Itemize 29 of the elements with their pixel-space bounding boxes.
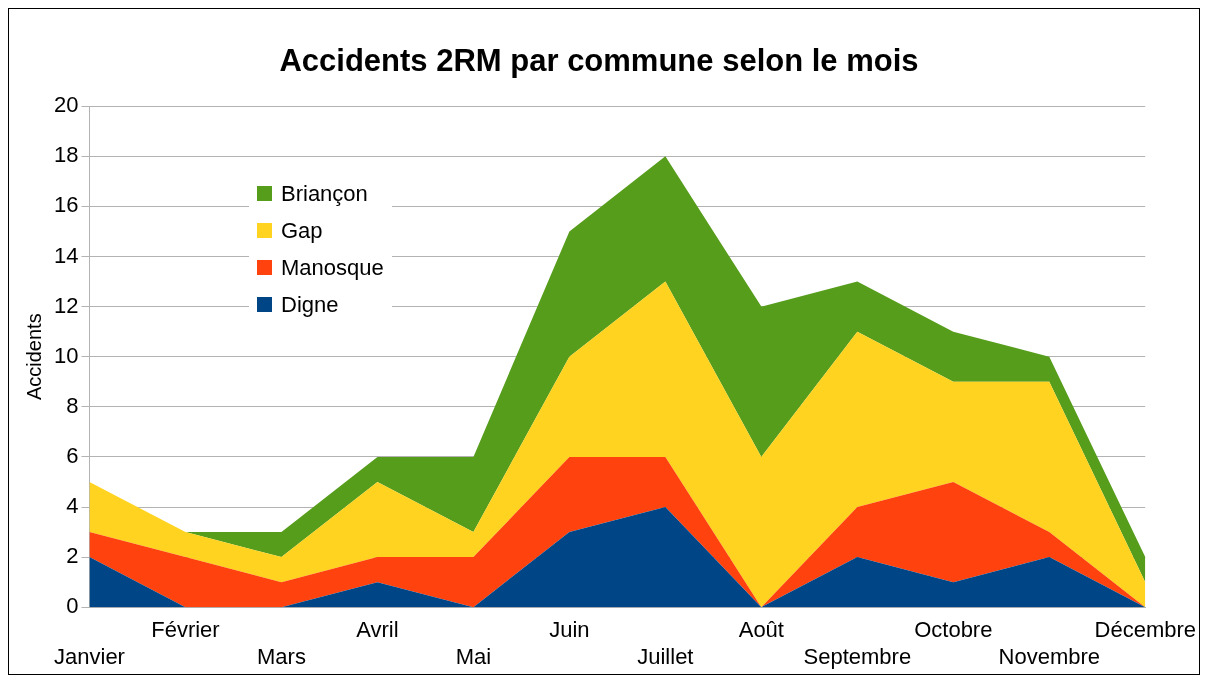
y-tick-label: 2 xyxy=(66,543,79,569)
legend-label: Digne xyxy=(281,291,339,318)
x-tick-label: Avril xyxy=(356,617,399,643)
y-axis-title: Accidents xyxy=(22,313,45,401)
x-tick-label: Octobre xyxy=(914,617,993,643)
y-tick-label: 12 xyxy=(53,292,79,318)
y-tick-label: 14 xyxy=(53,242,79,268)
y-tick-label: 10 xyxy=(53,342,79,368)
x-tick-label: Septembre xyxy=(803,643,912,669)
x-tick-label: Mai xyxy=(455,643,492,669)
x-tick-label: Juin xyxy=(549,617,590,643)
y-tick-label: 4 xyxy=(66,493,79,519)
y-tick-label: 20 xyxy=(53,92,79,118)
y-tick-label: 18 xyxy=(53,142,79,168)
x-tick-label: Janvier xyxy=(54,643,125,669)
legend-label: Gap xyxy=(281,217,323,244)
y-tick-label: 6 xyxy=(66,442,79,468)
chart-title: Accidents 2RM par commune selon le mois xyxy=(279,43,919,79)
y-tick-label: 8 xyxy=(66,392,79,418)
x-tick-label: Mars xyxy=(256,643,306,669)
x-tick-label: Novembre xyxy=(998,643,1101,669)
legend-label: Manosque xyxy=(281,254,384,281)
x-tick-label: Février xyxy=(151,617,220,643)
x-tick-label: Août xyxy=(738,617,784,643)
legend-label: Briançon xyxy=(281,180,368,207)
x-tick-label: Décembre xyxy=(1094,617,1196,643)
x-tick-label: Juillet xyxy=(637,643,694,669)
y-tick-label: 0 xyxy=(66,593,79,619)
y-tick-label: 16 xyxy=(53,192,79,218)
